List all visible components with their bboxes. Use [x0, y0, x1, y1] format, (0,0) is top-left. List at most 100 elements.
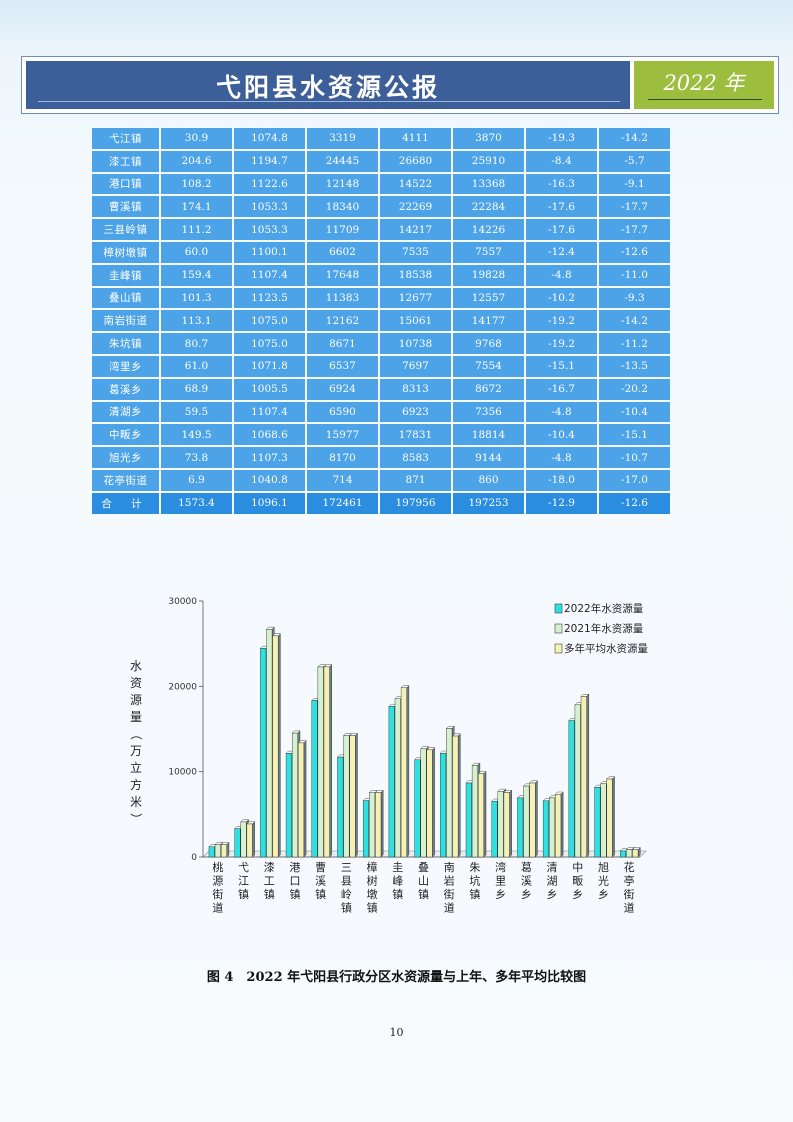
table-cell: 11383	[307, 287, 378, 309]
table-cell: 7557	[453, 241, 524, 263]
table-cell: -10.2	[526, 287, 597, 309]
header-year-panel: 2022 年	[634, 61, 774, 109]
x-tick-label-char: 镇	[392, 887, 403, 901]
table-cell: 6924	[307, 378, 378, 400]
table-cell: 1107.3	[234, 447, 305, 468]
bar-2022	[337, 756, 344, 858]
table-cell: 1068.6	[234, 424, 305, 446]
table-cell: 59.5	[161, 401, 232, 423]
bar-average	[272, 635, 279, 858]
table-row: 樟树墩镇 60.0 1100.1 6602 7535 7557 -12.4 -12.6	[92, 241, 670, 263]
table-cell: 1071.8	[234, 355, 305, 377]
bar-2021	[240, 821, 247, 858]
report-header: 弋阳县水资源公报 2022 年	[21, 56, 779, 114]
table-cell: 149.5	[161, 424, 232, 446]
bar-2022	[517, 797, 524, 858]
bar-2021	[549, 797, 556, 858]
bar-2022	[568, 720, 575, 858]
table-cell: -10.4	[599, 401, 670, 423]
bar-2022	[260, 648, 267, 858]
x-tick-label-char: 镇	[341, 901, 352, 915]
table-row: 漆工镇 204.6 1194.7 24445 26680 25910 -8.4 -5.7	[92, 150, 670, 172]
table-cell: -12.6	[599, 241, 670, 263]
table-cell: 18538	[380, 264, 451, 286]
bar-2022	[208, 846, 215, 858]
table-cell: 7535	[380, 241, 451, 263]
row-region-name: 弋江镇	[92, 128, 159, 149]
x-tick-label-char: 坑	[469, 874, 480, 888]
table-cell: -11.2	[599, 333, 670, 354]
bar-2022	[594, 787, 601, 858]
table-cell: 17648	[307, 264, 378, 286]
x-tick-label-char: 乡	[495, 888, 506, 901]
x-tick-label-char: 三	[341, 861, 352, 874]
y-axis-label-char: 水	[130, 659, 142, 673]
table-cell: 11709	[307, 219, 378, 240]
bar-2021	[446, 728, 453, 858]
x-tick-label-char: 镇	[418, 887, 429, 901]
bar-average	[400, 687, 407, 858]
table-cell: -16.3	[526, 173, 597, 195]
table-cell: 1107.4	[234, 401, 305, 423]
table-cell: 1194.7	[234, 150, 305, 172]
table-cell: 159.4	[161, 264, 232, 286]
bar-2022	[414, 759, 421, 858]
legend-label: 2022年水资源量	[564, 602, 644, 615]
table-cell: -17.6	[526, 219, 597, 240]
bar-2021	[497, 791, 504, 858]
total-cell: 1573.4	[161, 492, 232, 514]
x-tick-label-char: 亭	[624, 874, 635, 888]
table-cell: 871	[380, 469, 451, 491]
table-cell: 12677	[380, 287, 451, 309]
table-cell: 4111	[380, 128, 451, 149]
table-cell: 204.6	[161, 150, 232, 172]
table-cell: 8170	[307, 447, 378, 468]
y-tick-label: 10000	[168, 768, 197, 778]
y-tick-label: 20000	[168, 682, 197, 692]
table-cell: 14226	[453, 219, 524, 240]
table-cell: 6537	[307, 355, 378, 377]
x-tick-label-char: 溪	[521, 875, 532, 888]
bar-2021	[214, 844, 221, 858]
bar-side	[406, 685, 410, 858]
bar-average	[375, 792, 382, 858]
bar-side	[457, 733, 461, 858]
x-tick-label-char: 源	[212, 874, 223, 888]
x-tick-label-char: 南	[444, 861, 455, 874]
x-tick-label-char: 县	[341, 875, 352, 888]
table-row: 曹溪镇 174.1 1053.3 18340 22269 22284 -17.6 -17.7	[92, 196, 670, 218]
x-tick-label-char: 曹	[315, 861, 326, 874]
x-tick-label-char: 圭	[392, 861, 403, 874]
table-row: 清湖乡 59.5 1107.4 6590 6923 7356 -4.8 -10.4	[92, 401, 670, 423]
table-cell: 1005.5	[234, 378, 305, 400]
bar-2022	[440, 753, 447, 858]
bar-2021	[394, 698, 401, 858]
table-cell: 73.8	[161, 447, 232, 468]
y-axis-label-char: 立	[130, 760, 142, 775]
table-cell: 7697	[380, 355, 451, 377]
table-cell: 1075.0	[234, 333, 305, 354]
table-cell: -11.0	[599, 264, 670, 286]
x-tick-label-char: 江	[238, 875, 249, 888]
table-cell: 6923	[380, 401, 451, 423]
bar-average	[323, 666, 330, 858]
legend-label: 2021年水资源量	[564, 622, 644, 635]
y-axis-label-char: 源	[130, 693, 142, 707]
x-tick-label-char: 乡	[598, 888, 609, 901]
x-tick-label-char: 乡	[572, 888, 583, 901]
x-tick-label-char: 港	[289, 861, 300, 874]
table-cell: 3319	[307, 128, 378, 149]
table-cell: 10738	[380, 333, 451, 354]
x-tick-label-char: 里	[495, 875, 506, 888]
bar-2021	[523, 785, 530, 858]
row-region-name: 旭光乡	[92, 447, 159, 468]
row-region-name: 漆工镇	[92, 150, 159, 172]
bar-average	[529, 782, 536, 858]
x-tick-label-char: 镇	[289, 887, 300, 901]
bar-2021	[574, 704, 581, 858]
table-row: 湾里乡 61.0 1071.8 6537 7697 7554 -15.1 -13.5	[92, 355, 670, 377]
table-cell: 1053.3	[234, 196, 305, 218]
table-row: 花亭街道 6.9 1040.8 714 871 860 -18.0 -17.0	[92, 469, 670, 491]
table-cell: 1075.0	[234, 310, 305, 332]
x-tick-label-char: 墩	[367, 887, 378, 901]
